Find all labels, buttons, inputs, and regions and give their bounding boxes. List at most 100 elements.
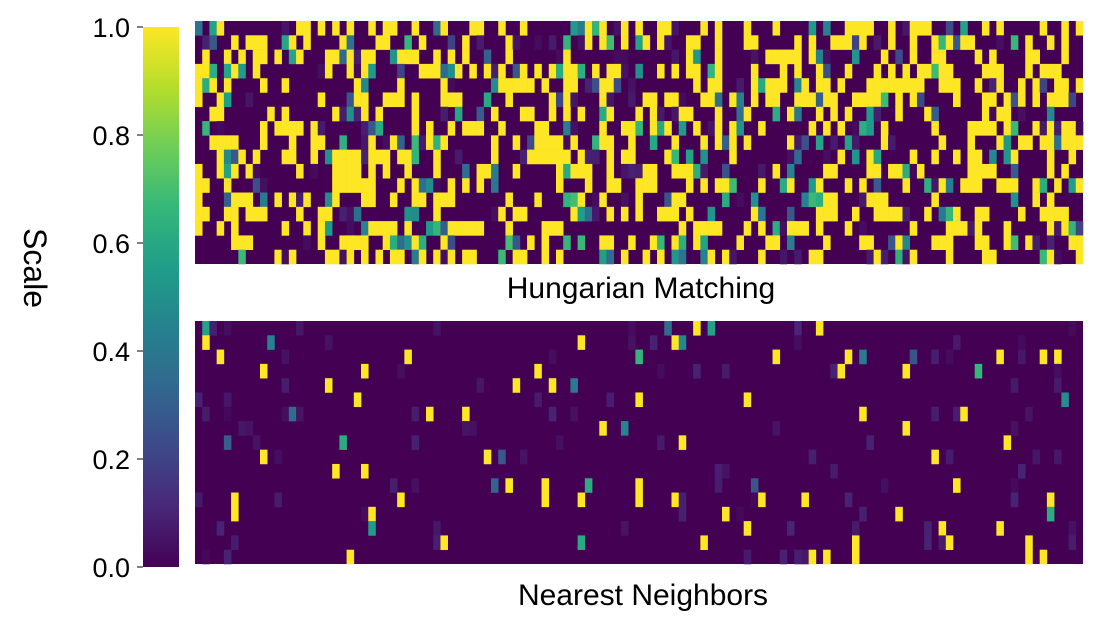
heatmap-cell — [1054, 178, 1062, 193]
heatmap-cell — [1054, 92, 1062, 108]
heatmap-cell — [635, 178, 643, 193]
heatmap-cell — [483, 92, 492, 108]
heatmap-cell — [693, 49, 701, 65]
heatmap-cell — [462, 163, 470, 179]
heatmap-cell — [1061, 78, 1069, 93]
heatmap-cell — [729, 135, 737, 150]
heatmap-cell — [397, 249, 405, 265]
heatmap-cell — [815, 206, 824, 222]
heatmap-cell — [231, 163, 239, 179]
heatmap-cell — [981, 249, 990, 265]
heatmap-cell — [195, 492, 203, 508]
heatmap-cell — [195, 63, 203, 79]
heatmap-cell — [743, 106, 752, 122]
heatmap-cell — [996, 178, 1004, 193]
heatmap-cell — [223, 92, 232, 108]
heatmap-cell — [483, 163, 492, 179]
heatmap-cell — [577, 63, 586, 79]
heatmap-cell — [743, 221, 752, 236]
heatmap-cell — [259, 449, 268, 465]
heatmap-cell — [426, 121, 434, 136]
heatmap-cell — [476, 21, 485, 36]
heatmap-cell — [382, 92, 391, 108]
heatmap-cell — [880, 92, 889, 108]
heatmap-cell — [1003, 106, 1012, 122]
heatmap-cell — [223, 135, 232, 150]
heatmap-cell — [411, 192, 420, 208]
heatmap-cell — [981, 63, 990, 79]
heatmap-cell — [851, 149, 860, 165]
heatmap-cell — [216, 106, 225, 122]
heatmap-cell — [743, 35, 752, 50]
heatmap-cell — [909, 149, 918, 165]
heatmap-cell — [317, 221, 326, 236]
heatmap-cell — [714, 92, 723, 108]
heatmap-cell — [404, 349, 412, 365]
heatmap-cell — [722, 135, 730, 150]
heatmap-cell — [772, 421, 781, 436]
heatmap-cell — [505, 35, 513, 50]
heatmap-cell — [888, 21, 896, 36]
heatmap-cell — [888, 135, 896, 150]
heatmap-cell — [202, 321, 210, 336]
heatmap-cell — [765, 235, 773, 250]
heatmap-cell — [368, 149, 376, 165]
heatmap-cell — [527, 235, 535, 250]
heatmap-cell — [1025, 135, 1033, 150]
heatmap-cell — [404, 221, 412, 236]
heatmap-cell — [462, 406, 470, 422]
heatmap-cell — [981, 206, 990, 222]
heatmap-cell — [859, 178, 867, 193]
heatmap-cell — [635, 63, 643, 79]
heatmap-cell — [772, 92, 781, 108]
heatmap-cell — [563, 35, 571, 50]
heatmap-cell — [491, 135, 499, 150]
heatmap-cell — [1061, 121, 1069, 136]
heatmap-cell — [1054, 63, 1062, 79]
heatmap-cell — [296, 192, 304, 208]
heatmap-cell — [851, 92, 860, 108]
heatmap-cell — [1061, 49, 1069, 65]
heatmap-cell — [859, 21, 867, 36]
heatmap-cell — [664, 206, 672, 222]
heatmap-cell — [296, 163, 304, 179]
heatmap-cell — [945, 235, 954, 250]
heatmap-cell — [1039, 63, 1048, 79]
heatmap-cell — [361, 463, 369, 479]
heatmap-cell — [476, 106, 485, 122]
heatmap-cell — [758, 121, 766, 136]
heatmap-cell — [447, 121, 456, 136]
heatmap-cell — [743, 135, 752, 150]
heatmap-cell — [931, 192, 939, 208]
heatmap-cell — [606, 392, 615, 408]
heatmap-cell — [707, 121, 716, 136]
heatmap-cell — [678, 249, 687, 265]
heatmap-cell — [368, 192, 376, 208]
heatmap-cell — [714, 121, 723, 136]
heatmap-cell — [577, 335, 586, 350]
heatmap-cell — [498, 21, 506, 36]
heatmap-cell — [1039, 121, 1048, 136]
heatmap-cell — [491, 106, 499, 122]
heatmap-cell — [332, 149, 340, 165]
heatmap-cell — [873, 192, 882, 208]
heatmap-cell — [505, 49, 513, 65]
heatmap-cell — [938, 78, 947, 93]
heatmap-cell — [483, 49, 492, 65]
heatmap-cell — [361, 49, 369, 65]
heatmap-cell — [498, 63, 506, 79]
heatmap-cell — [375, 149, 384, 165]
heatmap-cell — [541, 492, 550, 508]
heatmap-nearest-neighbors — [195, 321, 1083, 565]
heatmap-cell — [353, 63, 362, 79]
heatmap-cell — [245, 235, 254, 250]
heatmap-cell — [823, 192, 831, 208]
heatmap-cell — [476, 35, 485, 50]
heatmap-cell — [779, 249, 788, 265]
heatmap-cell — [714, 178, 723, 193]
heatmap-cell — [584, 78, 593, 93]
heatmap-cell — [873, 163, 882, 179]
heatmap-cell — [909, 78, 918, 93]
heatmap-cell — [512, 235, 521, 250]
heatmap-cell — [1018, 349, 1026, 365]
